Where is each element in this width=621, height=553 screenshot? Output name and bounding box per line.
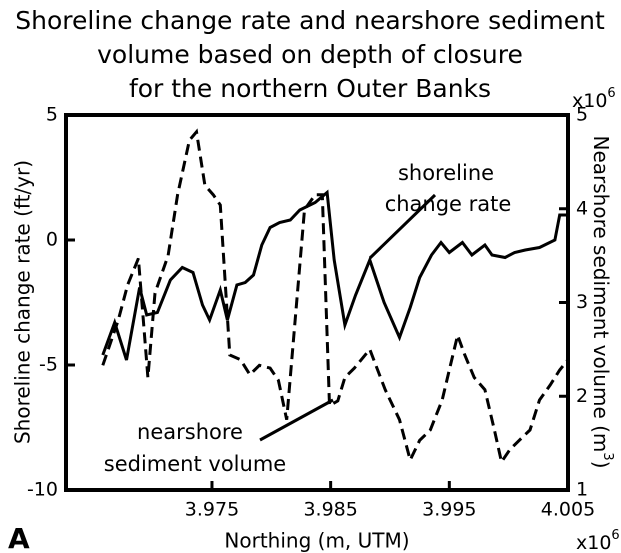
annotation: shoreline	[398, 161, 494, 185]
x-tick-label: 3.985	[303, 499, 357, 521]
y2-multiplier: x106	[572, 86, 616, 112]
y2-tick-label: 2	[576, 385, 588, 407]
y-tick-label: 5	[46, 104, 58, 126]
chart-title: for the northern Outer Banks	[129, 74, 491, 103]
x-multiplier-exp: 6	[611, 528, 619, 543]
x-tick-label: 3.995	[422, 499, 476, 521]
x-tick-label: 3.975	[185, 499, 239, 521]
series-line	[101, 189, 568, 361]
annotation: change rate	[385, 192, 512, 216]
y2-tick-label: 5	[576, 104, 588, 126]
x-tick-label: 4.005	[541, 499, 595, 521]
x-multiplier-base: x10	[576, 532, 611, 553]
annotation: nearshore	[137, 420, 243, 444]
annotation: sediment volume	[104, 452, 286, 476]
x-axis-label: Northing (m, UTM)	[224, 529, 409, 553]
x-multiplier: x106	[576, 528, 620, 553]
annotation-leader	[259, 398, 334, 442]
y2-axis-label-text: Nearshore sediment volume (m	[590, 136, 614, 453]
y2-axis-label-exp: 3	[601, 452, 616, 460]
y2-axis-label: Nearshore sediment volume (m3)	[590, 136, 616, 469]
chart-title: volume based on depth of closure	[97, 40, 523, 69]
y-axis-label: Shoreline change rate (ft/yr)	[11, 160, 35, 444]
y2-tick-label: 4	[576, 197, 588, 219]
y2-tick-label: 1	[576, 479, 588, 501]
y2-axis-label-close: )	[590, 461, 614, 469]
y-tick-label: -5	[39, 354, 58, 376]
y-tick-label: -10	[27, 479, 58, 501]
series-line	[101, 128, 570, 466]
y2-tick-label: 3	[576, 291, 588, 313]
y2-multiplier-exp: 6	[607, 86, 615, 101]
y2-multiplier-base: x10	[572, 90, 607, 112]
y-tick-label: 0	[46, 229, 58, 251]
chart-title: Shoreline change rate and nearshore sedi…	[15, 6, 605, 35]
panel-label: A	[8, 522, 30, 553]
annotation-leader	[368, 193, 437, 260]
